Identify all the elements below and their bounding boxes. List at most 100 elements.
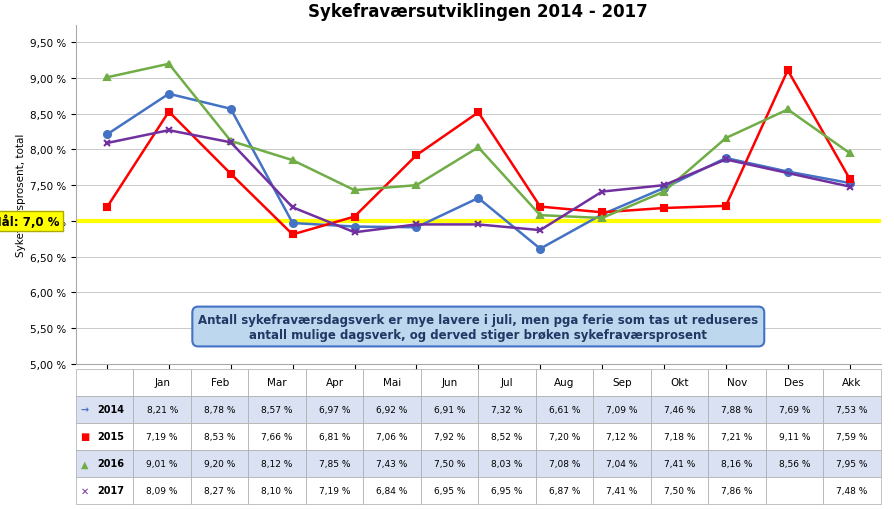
- FancyBboxPatch shape: [76, 450, 133, 477]
- FancyBboxPatch shape: [708, 450, 765, 477]
- Text: ✕: ✕: [80, 486, 89, 495]
- FancyBboxPatch shape: [421, 423, 478, 450]
- Text: Feb: Feb: [211, 378, 229, 387]
- Text: Okt: Okt: [670, 378, 688, 387]
- Text: 7,53 %: 7,53 %: [836, 405, 867, 414]
- FancyBboxPatch shape: [249, 423, 306, 450]
- Text: 7,46 %: 7,46 %: [663, 405, 696, 414]
- Text: 7,19 %: 7,19 %: [147, 432, 178, 441]
- Text: 7,85 %: 7,85 %: [319, 459, 350, 468]
- FancyBboxPatch shape: [191, 423, 249, 450]
- FancyBboxPatch shape: [421, 450, 478, 477]
- FancyBboxPatch shape: [536, 423, 594, 450]
- Text: 2015: 2015: [97, 432, 124, 441]
- FancyBboxPatch shape: [594, 450, 651, 477]
- FancyBboxPatch shape: [536, 477, 594, 504]
- Text: Des: Des: [784, 378, 805, 387]
- Text: 7,19 %: 7,19 %: [319, 486, 350, 495]
- FancyBboxPatch shape: [249, 396, 306, 423]
- FancyBboxPatch shape: [594, 423, 651, 450]
- FancyBboxPatch shape: [363, 369, 421, 396]
- FancyBboxPatch shape: [823, 369, 881, 396]
- Text: 7,32 %: 7,32 %: [492, 405, 523, 414]
- Text: 7,43 %: 7,43 %: [376, 459, 408, 468]
- Text: Akk: Akk: [842, 378, 862, 387]
- Text: 9,20 %: 9,20 %: [204, 459, 235, 468]
- Text: Jan: Jan: [154, 378, 170, 387]
- Text: 6,84 %: 6,84 %: [376, 486, 408, 495]
- Text: 8,27 %: 8,27 %: [204, 486, 235, 495]
- FancyBboxPatch shape: [651, 423, 708, 450]
- Text: 8,21 %: 8,21 %: [147, 405, 178, 414]
- FancyBboxPatch shape: [363, 396, 421, 423]
- Text: 7,59 %: 7,59 %: [836, 432, 867, 441]
- FancyBboxPatch shape: [363, 423, 421, 450]
- Text: 6,95 %: 6,95 %: [492, 486, 523, 495]
- FancyBboxPatch shape: [765, 477, 823, 504]
- Text: 7,09 %: 7,09 %: [606, 405, 637, 414]
- Text: 6,95 %: 6,95 %: [434, 486, 465, 495]
- FancyBboxPatch shape: [76, 423, 133, 450]
- Text: 7,66 %: 7,66 %: [261, 432, 293, 441]
- Text: Mai: Mai: [383, 378, 401, 387]
- FancyBboxPatch shape: [594, 369, 651, 396]
- FancyBboxPatch shape: [594, 396, 651, 423]
- Text: Jun: Jun: [442, 378, 458, 387]
- FancyBboxPatch shape: [76, 369, 133, 396]
- Text: 6,61 %: 6,61 %: [549, 405, 580, 414]
- Text: 8,16 %: 8,16 %: [721, 459, 753, 468]
- FancyBboxPatch shape: [765, 396, 823, 423]
- Text: 8,56 %: 8,56 %: [779, 459, 810, 468]
- Text: 7,20 %: 7,20 %: [549, 432, 580, 441]
- Text: 7,08 %: 7,08 %: [549, 459, 580, 468]
- Text: 6,97 %: 6,97 %: [319, 405, 350, 414]
- FancyBboxPatch shape: [191, 450, 249, 477]
- FancyBboxPatch shape: [765, 450, 823, 477]
- Text: Aug: Aug: [554, 378, 575, 387]
- FancyBboxPatch shape: [478, 477, 536, 504]
- FancyBboxPatch shape: [651, 450, 708, 477]
- Text: 8,78 %: 8,78 %: [204, 405, 235, 414]
- Text: 7,69 %: 7,69 %: [779, 405, 810, 414]
- Text: Mål: 7,0 %: Mål: 7,0 %: [0, 215, 60, 228]
- Text: 6,81 %: 6,81 %: [319, 432, 350, 441]
- FancyBboxPatch shape: [765, 423, 823, 450]
- Text: 2016: 2016: [97, 459, 124, 468]
- Text: ▲: ▲: [80, 459, 89, 468]
- FancyBboxPatch shape: [191, 369, 249, 396]
- Y-axis label: Sykefrærsprosent, total: Sykefrærsprosent, total: [16, 133, 26, 256]
- FancyBboxPatch shape: [823, 423, 881, 450]
- FancyBboxPatch shape: [478, 369, 536, 396]
- FancyBboxPatch shape: [133, 450, 191, 477]
- Text: 7,88 %: 7,88 %: [721, 405, 753, 414]
- Text: 8,52 %: 8,52 %: [492, 432, 523, 441]
- FancyBboxPatch shape: [651, 369, 708, 396]
- Text: 8,09 %: 8,09 %: [147, 486, 178, 495]
- Text: 7,12 %: 7,12 %: [606, 432, 637, 441]
- Text: ■: ■: [80, 432, 89, 441]
- Text: 7,50 %: 7,50 %: [663, 486, 696, 495]
- FancyBboxPatch shape: [421, 477, 478, 504]
- FancyBboxPatch shape: [651, 396, 708, 423]
- Text: Sep: Sep: [612, 378, 632, 387]
- FancyBboxPatch shape: [76, 396, 133, 423]
- FancyBboxPatch shape: [249, 450, 306, 477]
- FancyBboxPatch shape: [363, 450, 421, 477]
- Text: 9,01 %: 9,01 %: [147, 459, 178, 468]
- Text: Jul: Jul: [501, 378, 513, 387]
- Text: 8,57 %: 8,57 %: [261, 405, 293, 414]
- Text: 7,06 %: 7,06 %: [376, 432, 408, 441]
- Text: 7,48 %: 7,48 %: [836, 486, 867, 495]
- FancyBboxPatch shape: [708, 369, 765, 396]
- FancyBboxPatch shape: [133, 396, 191, 423]
- FancyBboxPatch shape: [765, 369, 823, 396]
- FancyBboxPatch shape: [536, 369, 594, 396]
- Text: 8,10 %: 8,10 %: [261, 486, 293, 495]
- FancyBboxPatch shape: [249, 477, 306, 504]
- FancyBboxPatch shape: [536, 450, 594, 477]
- Text: 7,50 %: 7,50 %: [434, 459, 465, 468]
- FancyBboxPatch shape: [363, 477, 421, 504]
- FancyBboxPatch shape: [708, 423, 765, 450]
- FancyBboxPatch shape: [249, 369, 306, 396]
- Text: 7,95 %: 7,95 %: [836, 459, 867, 468]
